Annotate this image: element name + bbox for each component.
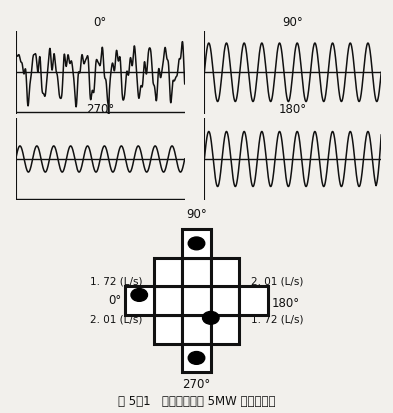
- Bar: [182, 229, 211, 258]
- Text: 90°: 90°: [186, 209, 207, 221]
- Text: 1. 72 (L/s): 1. 72 (L/s): [251, 314, 303, 324]
- Text: 0°: 0°: [108, 294, 121, 307]
- Text: 1. 72 (L/s): 1. 72 (L/s): [90, 277, 142, 287]
- Bar: [182, 344, 211, 372]
- Text: 270°: 270°: [86, 103, 114, 116]
- Bar: [182, 286, 211, 315]
- Text: 180°: 180°: [272, 297, 299, 310]
- Bar: [154, 258, 182, 286]
- Bar: [182, 258, 211, 286]
- Text: 2. 01 (L/s): 2. 01 (L/s): [251, 277, 303, 287]
- Bar: [125, 286, 154, 315]
- Text: 2. 01 (L/s): 2. 01 (L/s): [90, 314, 142, 324]
- Text: 180°: 180°: [279, 103, 307, 116]
- Bar: [154, 315, 182, 344]
- Bar: [211, 258, 239, 286]
- Text: 图 5－1   反应堆功率为 5MW 时测量结果: 图 5－1 反应堆功率为 5MW 时测量结果: [118, 395, 275, 408]
- Ellipse shape: [188, 237, 205, 250]
- Bar: [182, 315, 211, 344]
- Text: 0°: 0°: [94, 17, 107, 29]
- Text: 90°: 90°: [283, 17, 303, 29]
- Ellipse shape: [202, 311, 219, 324]
- Bar: [211, 286, 239, 315]
- Bar: [211, 315, 239, 344]
- Ellipse shape: [188, 351, 205, 364]
- Bar: [154, 286, 182, 315]
- Ellipse shape: [131, 289, 147, 301]
- Text: 270°: 270°: [182, 378, 211, 391]
- Bar: [239, 286, 268, 315]
